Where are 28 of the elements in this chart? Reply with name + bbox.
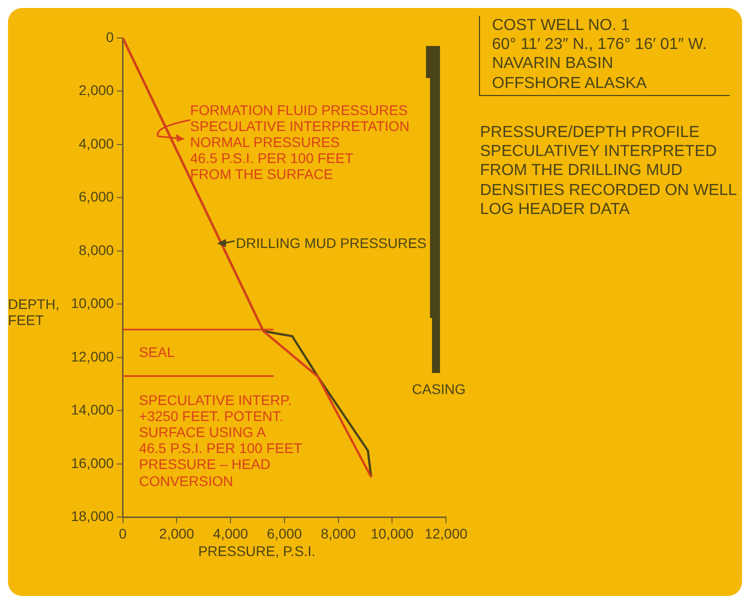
text: 60° 11′ 23″ N., 176° 16′ 01″ W. NAVARIN BASIN OFFSHORE ALASKA: [492, 35, 708, 93]
x-tick-label: 6,000: [266, 525, 302, 542]
annotation: SPECULATIVE INTERPRETATION NORMAL PRESSURES 46.5 P.S.I. PER 100 FEET FROM THE SURFACE: [190, 118, 410, 182]
y-tick-label: 2,000: [78, 82, 114, 98]
y-tick-label: 8,000: [78, 242, 114, 258]
y-tick-label: 6,000: [78, 188, 114, 205]
y-tick-label: 16,000: [70, 454, 114, 471]
annotation: SPECULATIVE INTERP. +3250 FEET. POTENT. SURFACE USING A 46.5 P.S.I. PER 100 FEET PRESSURE – HEAD CONVERSION: [138, 392, 302, 489]
series-label: FORMATION FLUID PRESSURES: [190, 102, 408, 118]
y-tick-label: 12,000: [70, 348, 114, 364]
annotation: SEAL: [138, 344, 175, 360]
x-tick-label: 12,000: [424, 525, 468, 542]
y-axis-title: DEPTH, FEET: [8, 296, 60, 328]
text: PRESSURE/DEPTH PROFILE SPECULATIVEY INTERPRETED FROM THE DRILLING MUD DENSITIES RECORDED ON WELL LOG HEADER DATA: [480, 123, 737, 219]
y-tick-label: 10,000: [70, 295, 114, 312]
y-tick-label: 0: [106, 28, 114, 45]
x-tick-label: 8,000: [320, 525, 356, 542]
y-tick-label: 4,000: [78, 135, 114, 152]
x-tick-label: 2,000: [159, 525, 194, 542]
y-tick-label: 18,000: [70, 508, 114, 524]
annotation: CASING: [412, 381, 466, 398]
y-tick-label: 14,000: [70, 402, 114, 418]
x-tick-label: 10,000: [370, 525, 414, 542]
x-axis-title: PRESSURE, P.S.I.: [198, 543, 316, 560]
legend-label: DRILLING MUD PRESSURES: [236, 235, 427, 252]
x-tick-label: 0: [118, 525, 127, 542]
x-tick-label: 4,000: [213, 525, 248, 542]
text: COST WELL NO. 1: [492, 16, 631, 36]
